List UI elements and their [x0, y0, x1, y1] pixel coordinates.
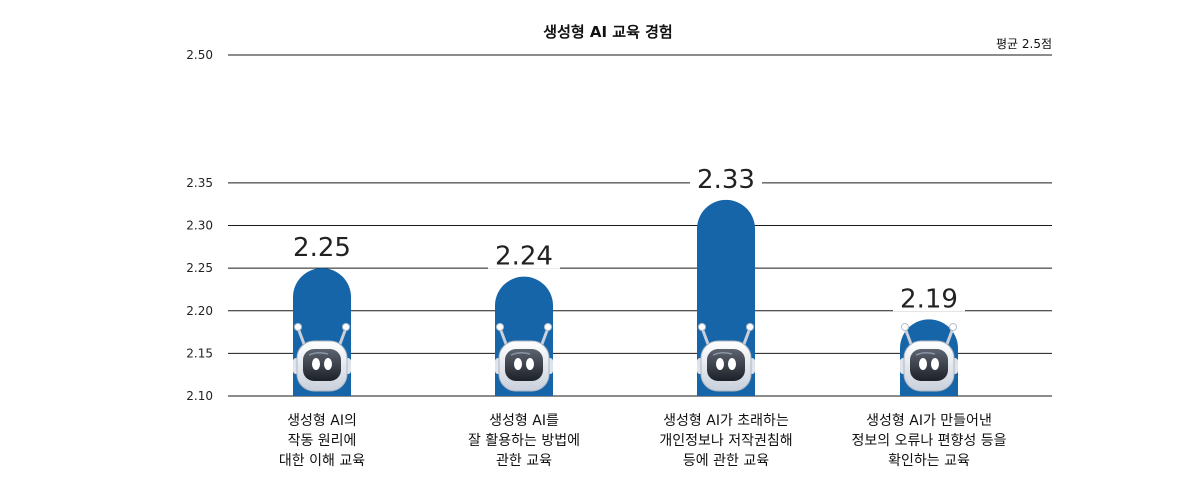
robot-visor-shine: [915, 351, 936, 356]
average-label: 평균 2.5점: [996, 37, 1052, 51]
robot-eye: [312, 358, 320, 370]
robot-antenna-tip: [544, 323, 552, 331]
value-labels: 2.25 2.24 2.33 2.19: [286, 161, 965, 314]
category-label: 확인하는 교육: [888, 453, 970, 469]
value-label-bg: [690, 161, 762, 192]
y-tick-label: 2.25: [186, 261, 213, 275]
robot-eye: [526, 358, 534, 370]
category-label: 생성형 AI의: [287, 413, 357, 429]
robot-icon: [697, 323, 755, 392]
robot-antenna-tip: [949, 323, 957, 331]
category-label: 생성형 AI가 초래하는: [663, 413, 789, 429]
category-label: 생성형 AI를: [489, 413, 559, 429]
y-axis-ticks: 2.50 2.35 2.30 2.25 2.20 2.15 2.10: [186, 48, 213, 403]
robot-antenna-tip: [342, 323, 350, 331]
robot-face: [303, 349, 341, 381]
category-label: 대한 이해 교육: [279, 453, 365, 469]
category-label: 개인정보나 저작권침해: [659, 433, 792, 449]
robot-face: [505, 349, 543, 381]
robot-eye: [728, 358, 736, 370]
robot-visor-shine: [712, 351, 733, 356]
robot-visor-shine: [510, 351, 531, 356]
robot-eye: [324, 358, 332, 370]
robot-icon: [293, 323, 351, 392]
robot-face: [910, 349, 948, 381]
chart-title: 생성형 AI 교육 경험: [543, 23, 672, 41]
robot-face: [707, 349, 745, 381]
y-tick-label: 2.35: [186, 176, 213, 190]
robot-visor-shine: [308, 351, 329, 356]
y-tick-label: 2.30: [186, 219, 213, 233]
category-label: 관한 교육: [496, 453, 552, 469]
category-label: 작동 원리에: [288, 433, 357, 449]
value-label: 2.33: [697, 165, 755, 195]
robot-eye: [919, 358, 927, 370]
y-tick-label: 2.50: [186, 48, 213, 62]
robot-antenna-tip: [294, 323, 302, 331]
category-label: 등에 관한 교육: [683, 453, 769, 469]
category-label: 정보의 오류나 편향성 등을: [851, 433, 1006, 449]
robot-eye: [514, 358, 522, 370]
robot-antenna-tip: [746, 323, 754, 331]
robot-icon: [495, 323, 553, 392]
value-label-bg: [488, 238, 560, 269]
value-label: 2.19: [900, 284, 958, 314]
robot-eye: [716, 358, 724, 370]
robot-antenna-tip: [901, 323, 909, 331]
y-tick-label: 2.20: [186, 304, 213, 318]
value-label: 2.25: [293, 233, 351, 263]
category-label: 잘 활용하는 방법에: [468, 433, 580, 449]
robot-icon: [900, 323, 958, 392]
category-label: 생성형 AI가 만들어낸: [866, 413, 992, 429]
value-label-bg: [893, 281, 965, 312]
value-label-bg: [286, 230, 358, 261]
bars: [293, 199, 958, 396]
y-tick-label: 2.10: [186, 389, 213, 403]
value-label: 2.24: [495, 242, 553, 272]
grid-lines: [228, 54, 1052, 397]
y-tick-label: 2.15: [186, 346, 213, 360]
robot-antenna-tip: [698, 323, 706, 331]
robot-eye: [931, 358, 939, 370]
robot-antenna-tip: [496, 323, 504, 331]
